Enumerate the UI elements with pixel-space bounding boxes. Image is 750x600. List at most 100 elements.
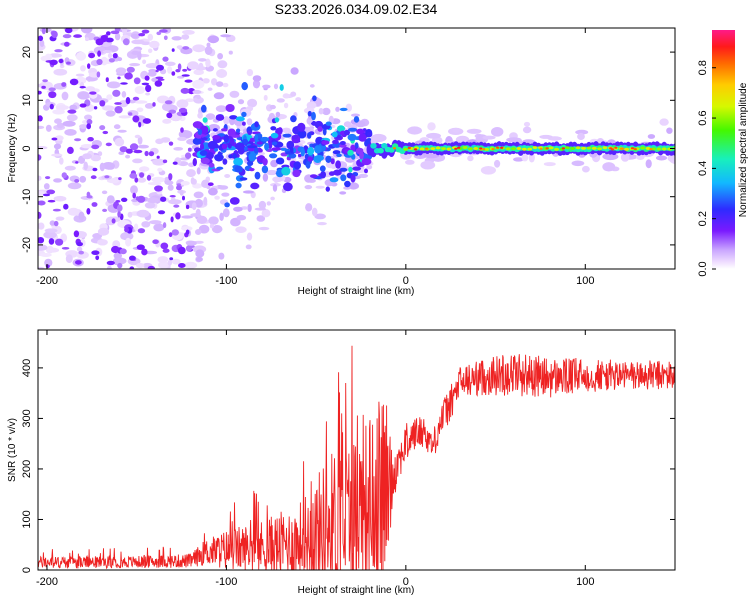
- spectrogram-blob: [196, 215, 208, 224]
- snr-xtick-label: -200: [36, 576, 58, 588]
- spectrogram-blob: [270, 126, 277, 131]
- snr-ytick-label: 0: [21, 567, 33, 573]
- spectrogram-blob: [113, 124, 121, 130]
- spectrogram-blob: [348, 127, 358, 132]
- spectrogram-blob: [258, 226, 270, 231]
- spectrogram-blob: [208, 187, 218, 196]
- spectrogram-blob: [168, 109, 177, 114]
- spectrogram-blob: [130, 33, 139, 39]
- spectrogram-blob: [204, 46, 213, 55]
- spectrogram-blob: [208, 216, 219, 225]
- spectrogram-blob: [160, 196, 167, 202]
- spectrogram-blob: [268, 141, 273, 149]
- spectrogram-blob: [209, 223, 214, 229]
- spectrogram-blob: [67, 207, 80, 216]
- spectrogram-blob: [96, 58, 103, 66]
- spectrogram-blob: [169, 195, 176, 198]
- spectrogram-blob: [624, 147, 630, 151]
- spectrogram-blob: [271, 141, 278, 146]
- spectrogram-blob: [141, 221, 151, 228]
- spectrogram-blob: [609, 147, 613, 150]
- spectrogram-blob: [348, 166, 353, 173]
- spectrogram-blob: [283, 102, 289, 109]
- spectrogram-blob: [41, 28, 46, 35]
- spectrogram-blob: [332, 150, 341, 155]
- spectrogram-blob: [201, 179, 210, 188]
- spectrogram-blob: [157, 210, 166, 215]
- spectrogram-blob: [241, 111, 247, 118]
- spectrogram-blob: [207, 87, 213, 91]
- spectrogram-blob: [180, 127, 184, 133]
- spectrogram-blob: [262, 158, 268, 166]
- spectrogram-blob: [205, 113, 216, 120]
- spectrogram-blob: [235, 116, 245, 122]
- spectrogram-blob: [340, 174, 347, 182]
- spectrogram-blob: [79, 124, 88, 129]
- spectrogram-blob: [181, 215, 194, 219]
- spectrogram-blob: [322, 107, 331, 116]
- spectrogram-blob: [182, 30, 195, 35]
- spectrogram-blob: [221, 128, 228, 132]
- spectrogram-blob: [229, 115, 238, 120]
- spectrogram-blob: [114, 32, 121, 41]
- spectrogram-blob: [95, 38, 104, 46]
- spectrogram-blob: [136, 244, 145, 250]
- spectrogram-blob: [195, 256, 203, 262]
- spectrogram-blob: [99, 125, 106, 131]
- spectrogram-blob: [214, 148, 218, 152]
- spectrogram-blob: [154, 80, 163, 87]
- spectrogram-blob: [184, 261, 198, 269]
- spectrogram-blob: [554, 147, 560, 151]
- spectrogram-blob: [293, 161, 302, 170]
- spectrogram-blob: [78, 250, 84, 255]
- spectrogram-blob: [65, 254, 73, 263]
- spectrogram-blob: [141, 248, 148, 256]
- spectrogram-blob: [187, 147, 192, 152]
- spectrogram-blob: [146, 197, 160, 204]
- spectrogram-blob: [167, 66, 173, 74]
- spectrogram-blob: [69, 78, 79, 86]
- spectrogram-blob: [53, 143, 62, 150]
- spectrogram-blob: [171, 36, 182, 41]
- spectrogram-blob: [314, 213, 327, 220]
- spectrogram-blob: [225, 104, 235, 112]
- spectrogram-blob: [180, 87, 190, 94]
- spectrogram-blob: [80, 65, 86, 72]
- spectrogram-blob: [405, 159, 415, 165]
- spectrogram-blob: [155, 76, 164, 80]
- spectrogram-blob: [76, 242, 83, 247]
- spectrogram-blob: [66, 61, 71, 65]
- spectrogram-blob: [246, 69, 254, 77]
- spectrogram-blob: [309, 84, 315, 88]
- spectrogram-blob: [139, 172, 145, 178]
- spectrogram-blob: [254, 133, 259, 143]
- spectrogram-blob: [38, 115, 43, 122]
- spectrogram-xtick-label: -100: [215, 275, 237, 287]
- spectrogram-blob: [290, 67, 299, 75]
- spectrogram-blob: [633, 148, 637, 151]
- spectrogram-blob: [106, 81, 121, 89]
- spectrogram-blob: [43, 183, 50, 190]
- spectrogram-blob: [211, 78, 218, 86]
- spectrogram-blob: [582, 165, 590, 173]
- spectrogram-blob: [137, 144, 149, 149]
- spectrogram-blob: [182, 46, 190, 50]
- spectrogram-blob: [168, 173, 173, 181]
- spectrogram-blob: [106, 31, 111, 36]
- spectrogram-blob: [181, 34, 190, 40]
- spectrogram-blob: [266, 201, 271, 206]
- spectrogram-blob: [330, 158, 335, 165]
- spectrogram-blob: [207, 182, 214, 186]
- spectrogram-blob: [148, 48, 153, 54]
- spectrogram-blob: [151, 176, 165, 183]
- spectrogram-blob: [99, 162, 105, 172]
- snr-ylabel: SNR (10 * v/v): [7, 418, 18, 482]
- spectrogram-blob: [83, 161, 88, 171]
- spectrogram-blob: [117, 262, 123, 269]
- spectrogram-blob: [247, 203, 252, 213]
- spectrogram-blob: [339, 191, 347, 195]
- spectrogram-blob: [182, 68, 188, 72]
- spectrogram-blob: [105, 77, 109, 83]
- colorbar-tick-label: 0.8: [697, 60, 709, 75]
- spectrogram-blob: [125, 97, 131, 105]
